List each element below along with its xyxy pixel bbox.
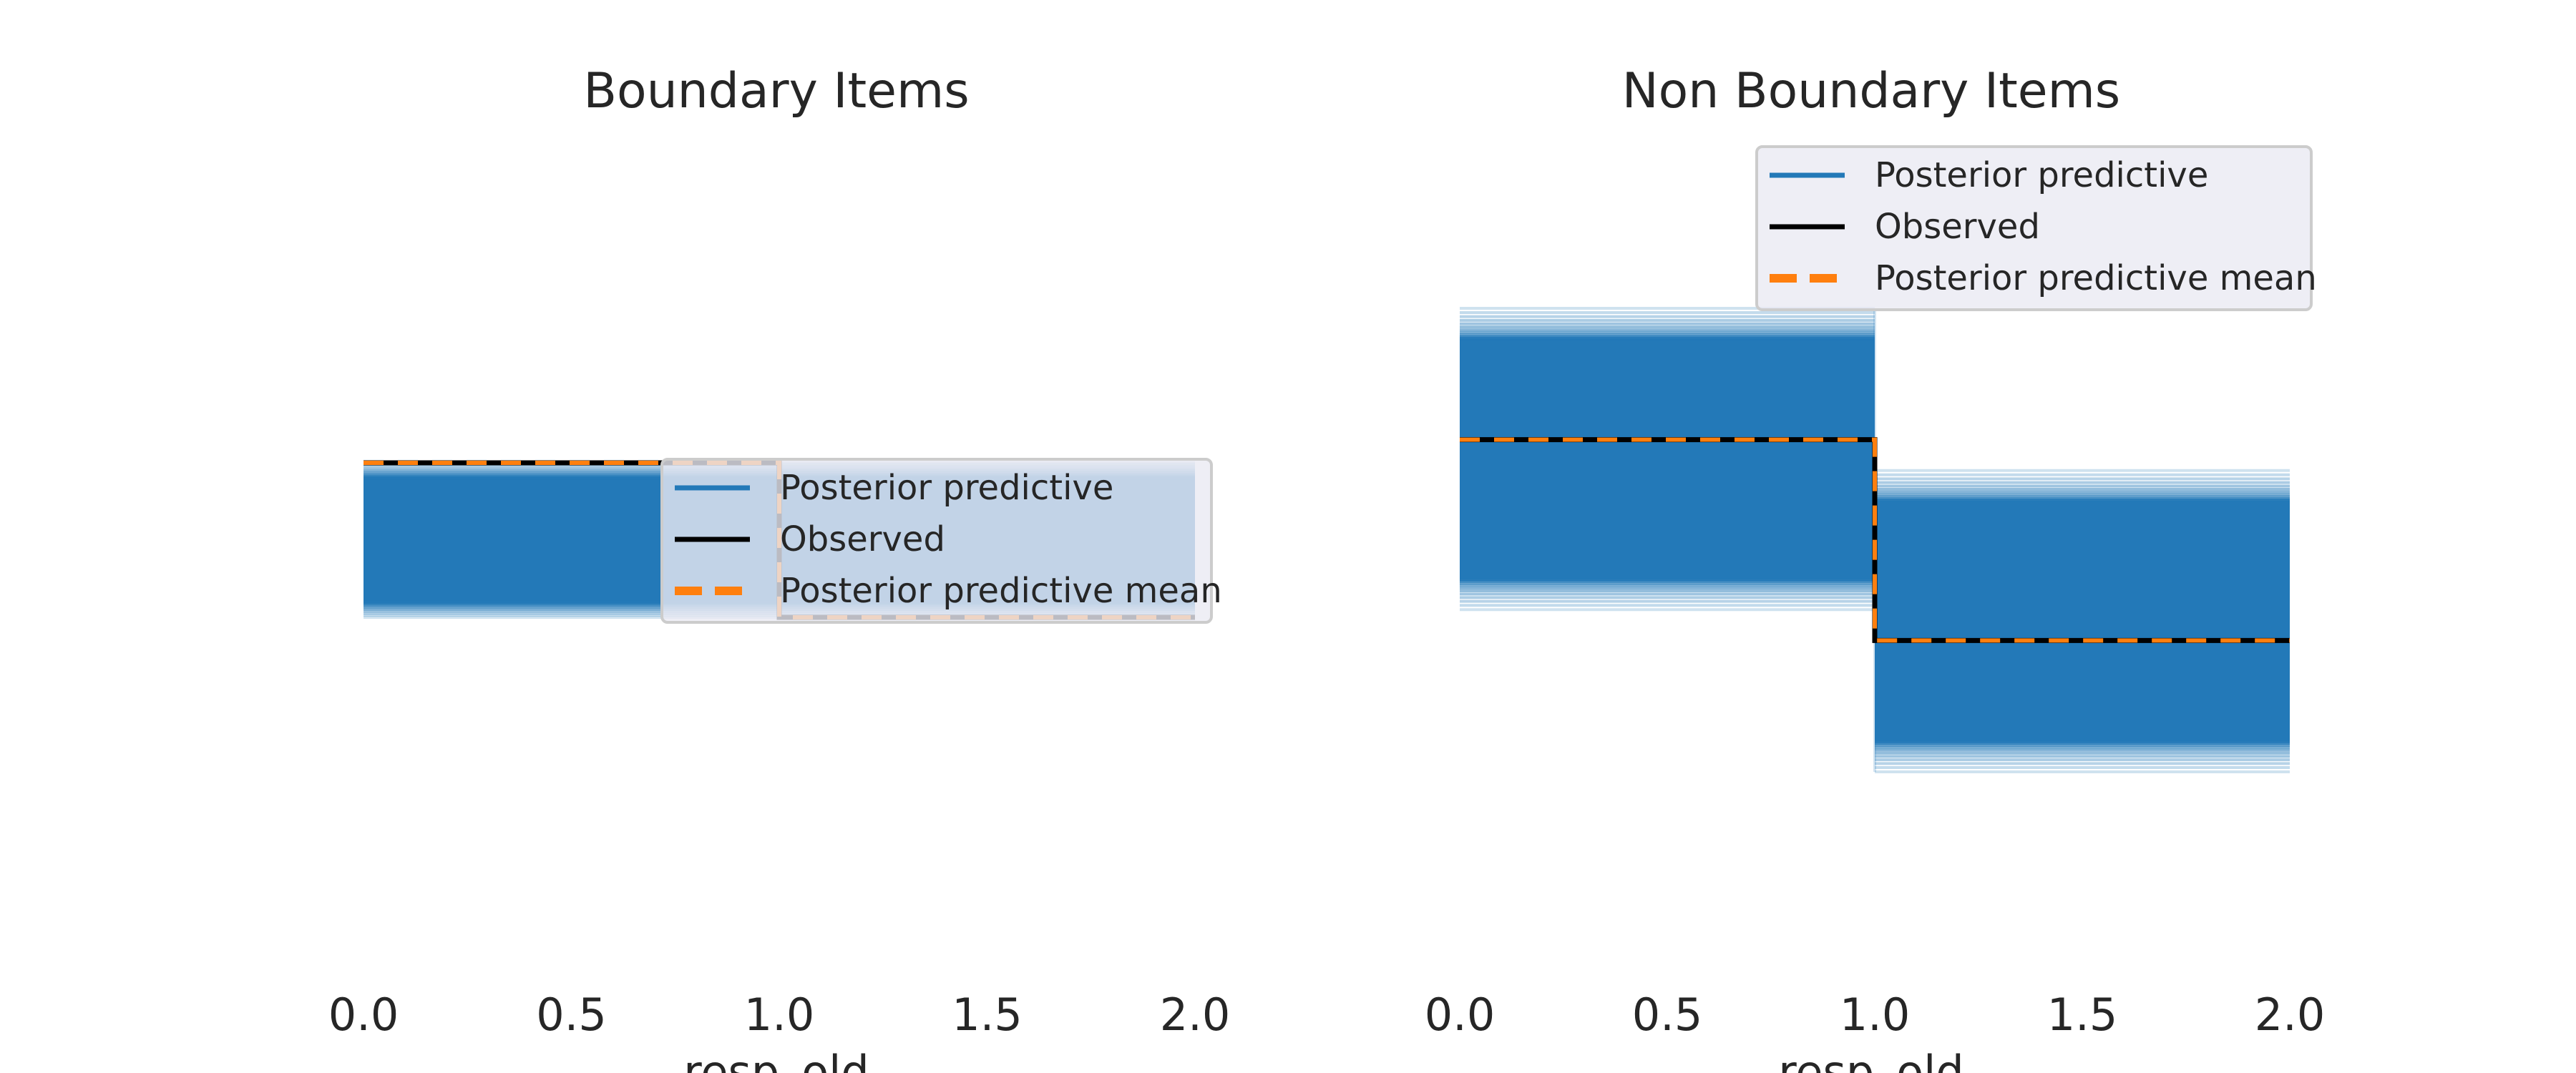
posterior-predictive-band [1460, 338, 1875, 580]
x-tick-label: 1.0 [744, 989, 815, 1041]
legend-entry-observed: Observed [1875, 207, 2040, 247]
x-tick-label: 0.5 [536, 989, 607, 1041]
chart-title: Non Boundary Items [1622, 63, 2121, 119]
legend-entry-posterior-predictive: Posterior predictive [1875, 155, 2208, 195]
legend-box [660, 458, 1213, 624]
x-tick-label: 1.5 [952, 989, 1023, 1041]
subplot-non-boundary-items: Non Boundary Items 0.0 0.5 1.0 1.5 2.0 resp_… [1425, 63, 2326, 1073]
x-axis-label: resp_old [683, 1046, 869, 1073]
legend: Posterior predictive Observed Posterior … [660, 458, 1222, 624]
x-axis-ticks: 0.0 0.5 1.0 1.5 2.0 [1425, 989, 2326, 1041]
x-axis-ticks: 0.0 0.5 1.0 1.5 2.0 [328, 989, 1231, 1041]
legend-entry-posterior-predictive-mean: Posterior predictive mean [1875, 258, 2317, 298]
plot-area [1460, 307, 2290, 773]
x-tick-label: 2.0 [1160, 989, 1231, 1041]
x-tick-label: 1.0 [1840, 989, 1911, 1041]
legend-entry-posterior-predictive: Posterior predictive [780, 468, 1113, 508]
x-tick-label: 0.5 [1632, 989, 1703, 1041]
legend-box [1755, 145, 2313, 311]
x-tick-label: 0.0 [328, 989, 399, 1041]
x-tick-label: 1.5 [2047, 989, 2118, 1041]
subplot-boundary-items: Boundary Items 0.0 0.5 1.0 1.5 2.0 resp_old … [328, 63, 1231, 1073]
legend-entry-observed: Observed [780, 519, 945, 559]
x-axis-label: resp_old [1778, 1046, 1963, 1073]
legend: Posterior predictive Observed Posterior … [1755, 145, 2317, 311]
x-tick-label: 2.0 [2255, 989, 2326, 1041]
chart-title: Boundary Items [583, 63, 969, 119]
x-tick-label: 0.0 [1425, 989, 1496, 1041]
posterior-predictive-mean-line [1460, 437, 2290, 643]
posterior-predictive-band [1875, 500, 2290, 742]
legend-entry-posterior-predictive-mean: Posterior predictive mean [780, 571, 1222, 611]
